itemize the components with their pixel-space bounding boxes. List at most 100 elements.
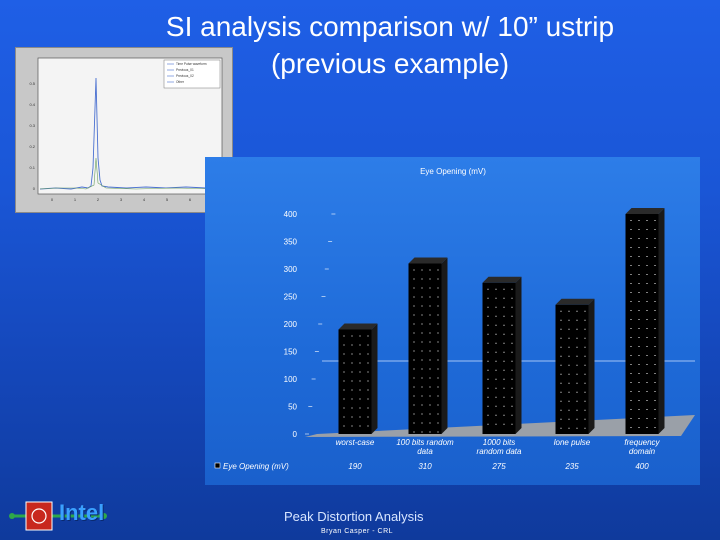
bar-dot — [503, 324, 505, 326]
bar-dot — [503, 423, 505, 425]
bar-dot — [646, 292, 648, 293]
inset-x-tick: 5 — [166, 197, 169, 202]
bar-dot — [560, 418, 562, 420]
x-category-label: worst-case — [336, 438, 375, 447]
bar-dot — [646, 319, 648, 320]
bar-dot — [646, 400, 648, 401]
bar-dot — [568, 346, 570, 348]
inset-legend-label: Other — [176, 80, 185, 84]
bar-front — [555, 304, 589, 434]
bar-dot — [495, 333, 497, 335]
bar-dot — [511, 405, 513, 407]
bar-dot — [351, 380, 353, 382]
bar-front — [408, 263, 442, 434]
value-label: 310 — [418, 462, 432, 471]
bar-dot — [343, 335, 345, 337]
bar-dot — [654, 310, 656, 311]
bar-dot — [511, 333, 513, 335]
bar-dot — [421, 368, 423, 370]
bar-dot — [495, 360, 497, 362]
bar-dot — [495, 414, 497, 416]
bar-dot — [511, 378, 513, 380]
bar-dot — [437, 323, 439, 325]
bar-dot — [429, 377, 431, 379]
bar-dot — [503, 306, 505, 308]
bar-dot — [646, 391, 648, 392]
bar-dot — [654, 355, 656, 356]
bar-dot — [638, 301, 640, 302]
bar-dot — [495, 387, 497, 389]
bar-dot — [421, 296, 423, 298]
inset-x-tick: 0 — [51, 197, 54, 202]
x-category-line: random data — [477, 447, 522, 456]
bar-dot — [560, 355, 562, 357]
bar-dot — [487, 342, 489, 344]
bar-dot — [429, 422, 431, 424]
bar-dot — [351, 425, 353, 427]
bar-dot — [560, 337, 562, 339]
bar-dot — [638, 229, 640, 230]
bar-dot — [630, 391, 632, 392]
bar-dot — [560, 373, 562, 375]
bar-dot — [413, 269, 415, 271]
bar-dot — [630, 283, 632, 284]
y-tick-label: 350 — [284, 238, 298, 247]
bar-dot — [413, 422, 415, 424]
bar-dot — [343, 398, 345, 400]
bar-dot — [343, 362, 345, 364]
bar-dot — [487, 405, 489, 407]
bar-dot — [503, 369, 505, 371]
bar-dot — [495, 369, 497, 371]
bar-dot — [630, 409, 632, 410]
bar-dot — [638, 355, 640, 356]
bar-dot — [638, 346, 640, 347]
bar-dot — [576, 391, 578, 393]
bar-dot — [630, 274, 632, 275]
bar-dot — [646, 355, 648, 356]
bar-dot — [503, 360, 505, 362]
bar-side — [588, 298, 595, 434]
bar-dot — [638, 418, 640, 419]
bar-dot — [576, 364, 578, 366]
bar-dot — [584, 382, 586, 384]
bar-dot — [630, 382, 632, 383]
y-tick-label: 150 — [284, 348, 298, 357]
bar-dot — [646, 238, 648, 239]
bar-dot — [584, 373, 586, 375]
bar-dot — [343, 389, 345, 391]
bar-dot — [511, 324, 513, 326]
bar-dot — [413, 314, 415, 316]
bar-dot — [421, 350, 423, 352]
bar-dot — [421, 278, 423, 280]
bar-dot — [560, 391, 562, 393]
bar-dot — [429, 404, 431, 406]
bar-dot — [576, 427, 578, 429]
inset-legend-box — [163, 59, 221, 89]
bar-dot — [646, 229, 648, 230]
bar-dot — [487, 315, 489, 317]
bar-dot — [654, 274, 656, 275]
bar-dot — [367, 353, 369, 355]
bar-dot — [630, 220, 632, 221]
bar-side — [515, 276, 522, 434]
bar-dot — [576, 382, 578, 384]
logo-right-dot — [101, 513, 107, 519]
bar-dot — [646, 328, 648, 329]
slide-title-line1: SI analysis comparison w/ 10” ustrip — [165, 11, 615, 42]
inset-x-tick: 6 — [189, 197, 192, 202]
bar-dot — [343, 371, 345, 373]
bar-dot — [630, 355, 632, 356]
bar-dot — [413, 359, 415, 361]
y-tick-label: 400 — [284, 210, 298, 219]
legend-swatch — [214, 462, 221, 469]
bar-dot — [359, 371, 361, 373]
inset-legend-label: Previous_01 — [176, 68, 194, 72]
bar-dot — [413, 287, 415, 289]
x-category-line: lone pulse — [554, 438, 591, 447]
bar-dot — [367, 380, 369, 382]
bar-dot — [646, 409, 648, 410]
bar-dot — [568, 391, 570, 393]
bar-dot — [511, 342, 513, 344]
bar-dot — [654, 427, 656, 428]
bar-dot — [359, 398, 361, 400]
